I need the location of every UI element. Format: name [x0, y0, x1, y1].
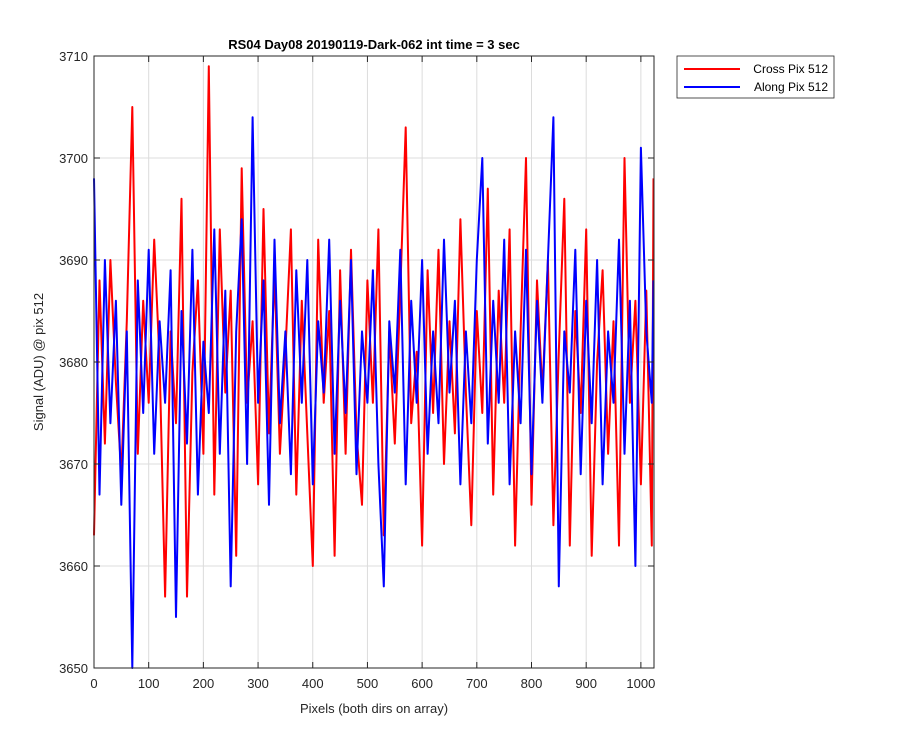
y-tick-label: 3690: [59, 253, 88, 268]
legend: Cross Pix 512 Along Pix 512: [676, 55, 835, 99]
x-tick-label: 400: [302, 676, 324, 691]
x-tick-label: 700: [466, 676, 488, 691]
series-line-cross-pix-512: [93, 65, 655, 598]
y-tick-label: 3670: [59, 457, 88, 472]
legend-box: [676, 55, 835, 99]
x-tick-label: 300: [247, 676, 269, 691]
legend-label-along: Along Pix 512: [754, 80, 828, 94]
y-tick-label: 3680: [59, 355, 88, 370]
chart-title: RS04 Day08 20190119-Dark-062 int time = …: [228, 37, 520, 52]
y-tick-label: 3660: [59, 559, 88, 574]
x-tick-label: 900: [575, 676, 597, 691]
y-tick-label: 3710: [59, 49, 88, 64]
x-tick-label: 200: [193, 676, 215, 691]
series-line-along-pix-512: [93, 116, 655, 669]
series-lines: [93, 65, 655, 669]
legend-label-cross: Cross Pix 512: [753, 62, 828, 76]
y-tick-label: 3700: [59, 151, 88, 166]
x-tick-label: 0: [90, 676, 97, 691]
y-tick-label: 3650: [59, 661, 88, 676]
y-tick-labels: 3650 3660 3670 3680 3690 3700 3710: [59, 49, 88, 676]
x-tick-label: 600: [411, 676, 433, 691]
tick-marks: [93, 55, 654, 669]
x-tick-label: 800: [521, 676, 543, 691]
y-axis-label: Signal (ADU) @ pix 512: [31, 293, 46, 431]
x-axis-label: Pixels (both dirs on array): [300, 701, 448, 716]
x-tick-label: 500: [357, 676, 379, 691]
x-tick-label: 1000: [626, 676, 655, 691]
x-tick-label: 100: [138, 676, 160, 691]
x-tick-labels: 0 100 200 300 400 500 600 700 800 900 1000: [90, 676, 655, 691]
